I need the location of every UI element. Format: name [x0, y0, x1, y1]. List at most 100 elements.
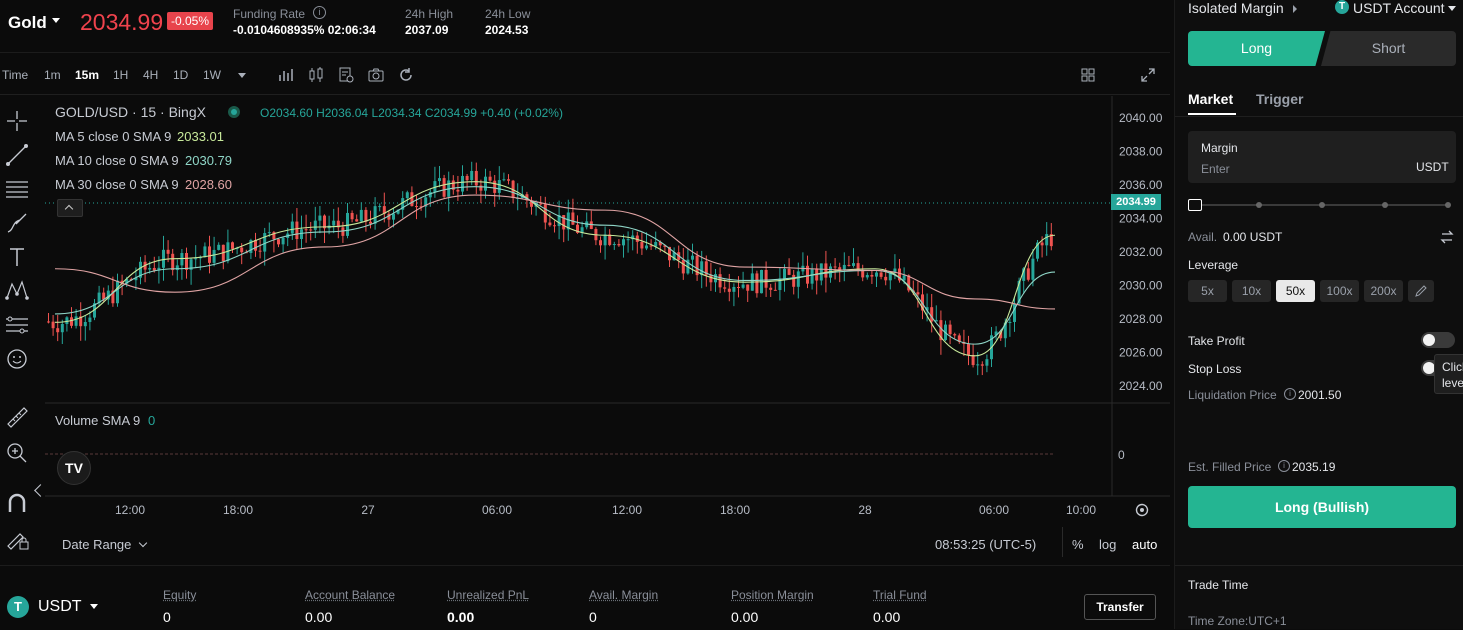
trigger-tab[interactable]: Trigger — [1256, 91, 1303, 107]
take-profit-label: Take Profit — [1188, 334, 1245, 348]
fullscreen-icon[interactable] — [1140, 67, 1156, 83]
interval-15m[interactable]: 15m — [75, 68, 99, 82]
interval-1w[interactable]: 1W — [203, 68, 221, 82]
ruler-icon[interactable] — [4, 404, 30, 430]
auto-scale-toggle[interactable]: auto — [1132, 537, 1157, 552]
take-profit-toggle[interactable] — [1421, 332, 1455, 348]
bar-chart-icon[interactable] — [278, 67, 294, 83]
x-tick-label: 10:00 — [1066, 503, 1096, 517]
candle-body — [742, 284, 745, 287]
trend-line-icon[interactable] — [4, 142, 30, 168]
interval-1d[interactable]: 1D — [173, 68, 188, 82]
x-tick-label: 12:00 — [612, 503, 642, 517]
x-tick-label: 12:00 — [115, 503, 145, 517]
log-scale-toggle[interactable]: log — [1099, 537, 1116, 552]
short-tab[interactable]: Short — [1321, 31, 1456, 66]
candle-body — [461, 176, 464, 192]
slider-stop-75[interactable] — [1382, 202, 1388, 208]
avail-value: 0.00 USDT — [1223, 230, 1282, 244]
candle-body — [719, 274, 722, 287]
volume-axis-label: 0 — [1118, 448, 1125, 462]
margin-mode-selector[interactable]: Isolated Margin — [1188, 0, 1297, 16]
interval-4h[interactable]: 4H — [143, 68, 158, 82]
refresh-icon[interactable] — [398, 67, 414, 83]
margin-slider-track[interactable] — [1188, 204, 1448, 206]
brush-icon[interactable] — [4, 210, 30, 236]
interval-1h[interactable]: 1H — [113, 68, 128, 82]
candle-body — [548, 223, 551, 226]
leverage-10x[interactable]: 10x — [1232, 280, 1271, 302]
magnet-icon[interactable] — [4, 490, 30, 516]
candle-body — [148, 268, 151, 270]
candle-body — [231, 242, 234, 249]
candle-body — [392, 214, 395, 220]
slider-stop-25[interactable] — [1256, 202, 1262, 208]
long-submit-button[interactable]: Long (Bullish) — [1188, 486, 1456, 528]
zoom-in-icon[interactable] — [4, 440, 30, 466]
caret-down-icon[interactable] — [90, 604, 98, 609]
ohlc-low: L2034.34 — [371, 106, 421, 120]
candle-body — [176, 265, 179, 270]
slider-stop-100[interactable] — [1445, 202, 1451, 208]
tether-icon: T — [1335, 0, 1349, 14]
market-tab[interactable]: Market — [1188, 91, 1233, 107]
candle-body — [360, 210, 363, 222]
candle-body — [608, 234, 611, 244]
candles-icon[interactable] — [308, 67, 324, 83]
margin-mode-label: Isolated Margin — [1188, 0, 1284, 16]
horizontal-lines-icon[interactable] — [4, 176, 30, 202]
caret-down-icon[interactable] — [52, 18, 60, 23]
long-tab[interactable]: Long — [1188, 31, 1325, 66]
tradingview-logo-icon[interactable]: TV — [57, 451, 91, 485]
symbol-selector[interactable]: Gold — [8, 13, 47, 33]
slider-stop-50[interactable] — [1319, 202, 1325, 208]
candle-body — [171, 254, 174, 270]
candle-body — [291, 222, 294, 234]
x-tick-label: 27 — [361, 503, 375, 517]
candle-body — [866, 275, 869, 277]
margin-input[interactable]: Enter — [1201, 162, 1230, 176]
candle-body — [443, 178, 446, 197]
funding-rate-label: Funding Rate — [233, 7, 305, 21]
info-icon[interactable]: i — [1278, 460, 1290, 472]
chart-settings-icon[interactable] — [1134, 502, 1150, 518]
ma10-label: MA 10 close 0 SMA 9 — [55, 153, 179, 168]
swap-icon[interactable] — [1440, 230, 1454, 244]
candle-body — [309, 229, 312, 230]
margin-slider-handle[interactable] — [1188, 199, 1202, 211]
pnl-label: Unrealized PnL — [447, 588, 529, 602]
leverage-5x[interactable]: 5x — [1188, 280, 1227, 302]
y-tick-label: 2040.00 — [1119, 111, 1163, 125]
transfer-button[interactable]: Transfer — [1084, 594, 1156, 620]
leverage-200x[interactable]: 200x — [1364, 280, 1403, 302]
collapse-legend-button[interactable] — [57, 199, 83, 217]
emoji-icon[interactable] — [4, 346, 30, 372]
candle-body — [185, 253, 188, 270]
layout-grid-icon[interactable] — [1080, 67, 1096, 83]
lock-draw-icon[interactable] — [4, 526, 30, 552]
crosshair-icon[interactable] — [4, 108, 30, 134]
text-tool-icon[interactable] — [4, 244, 30, 270]
date-range-button[interactable]: Date Range — [62, 537, 146, 552]
pattern-icon[interactable] — [4, 278, 30, 304]
candle-body — [691, 256, 694, 260]
camera-icon[interactable] — [368, 67, 384, 83]
fib-icon[interactable] — [4, 312, 30, 338]
percent-scale-toggle[interactable]: % — [1072, 537, 1084, 552]
interval-more-icon[interactable] — [238, 73, 246, 78]
candle-body — [208, 246, 211, 262]
info-icon[interactable]: i — [313, 6, 326, 19]
edit-leverage-button[interactable] — [1408, 280, 1434, 302]
interval-1m[interactable]: 1m — [44, 68, 61, 82]
price-chart[interactable]: 2040.00 2038.00 2036.00 2034.00 2032.00 2030.… — [45, 96, 1170, 526]
leverage-50x[interactable]: 50x — [1276, 280, 1315, 302]
caret-down-icon — [1448, 6, 1456, 11]
info-icon[interactable]: i — [1284, 388, 1296, 400]
leverage-100x[interactable]: 100x — [1320, 280, 1359, 302]
account-selector[interactable]: USDT Account — [1353, 0, 1456, 16]
currency-selector[interactable]: USDT — [38, 598, 82, 616]
interval-time[interactable]: Time — [2, 68, 28, 82]
margin-input-box[interactable]: Margin Enter USDT — [1188, 131, 1456, 183]
indicators-icon[interactable] — [338, 67, 354, 83]
candle-body — [824, 263, 827, 277]
